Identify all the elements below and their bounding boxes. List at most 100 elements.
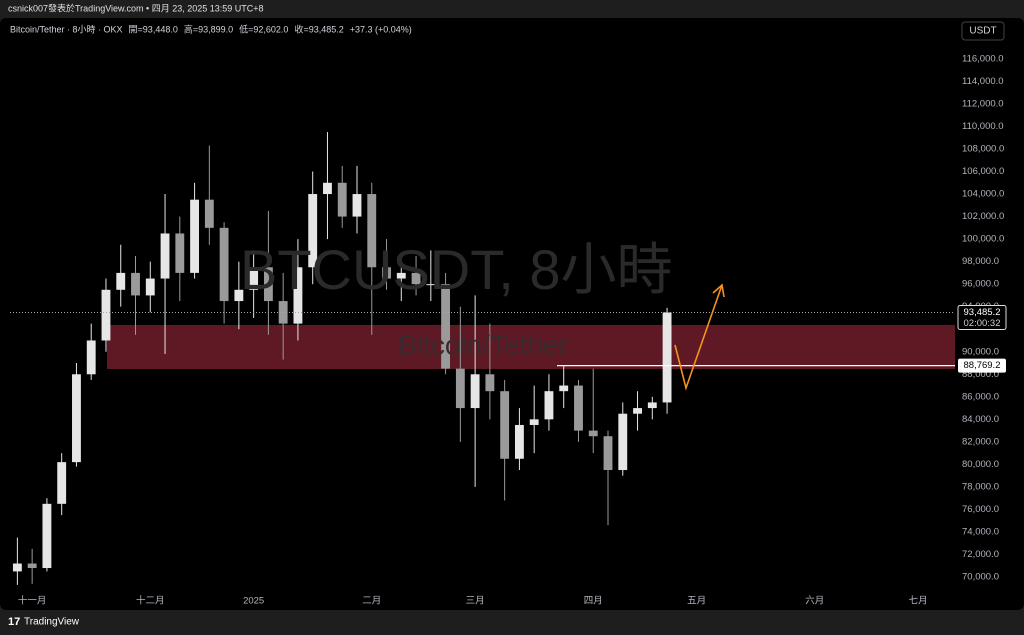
- zone: [107, 324, 955, 369]
- footer-logo: 17: [8, 616, 20, 628]
- candle-body: [514, 424, 524, 459]
- candle-body: [441, 284, 451, 369]
- candle-body: [559, 385, 569, 392]
- candle-body: [470, 374, 480, 409]
- currency-label: USDT: [969, 26, 996, 37]
- candle-body: [308, 194, 318, 268]
- candle-body: [27, 563, 37, 569]
- chart-panel: [0, 18, 1024, 610]
- y-tick-label: 80,000.0: [962, 459, 999, 470]
- candle-body: [86, 340, 96, 375]
- header-text: csnick007發表於TradingView.com • 四月 23, 202…: [8, 2, 264, 13]
- candle-body: [190, 199, 199, 273]
- x-tick-label: 三月: [466, 596, 485, 607]
- y-tick-label: 72,000.0: [962, 549, 999, 560]
- y-tick-label: 100,000.0: [962, 234, 1004, 245]
- legend-item: 開=93,448.0: [129, 24, 178, 34]
- candle-body: [145, 278, 155, 296]
- x-tick-label: 十二月: [136, 595, 165, 607]
- candle-body: [337, 182, 347, 217]
- candle-body: [101, 289, 111, 341]
- y-tick-label: 78,000.0: [962, 481, 999, 492]
- x-tick-label: 四月: [584, 596, 603, 607]
- candle-body: [633, 408, 642, 414]
- y-tick-label: 112,000.0: [962, 98, 1004, 109]
- countdown: 02:00:32: [964, 318, 1001, 329]
- y-tick-label: 84,000.0: [962, 414, 999, 425]
- watermark-title: BTCUSDT, 8小時: [240, 238, 673, 301]
- candle-body: [603, 436, 613, 471]
- candle-body: [588, 430, 598, 437]
- y-tick-label: 116,000.0: [962, 53, 1004, 64]
- candle-body: [367, 194, 377, 268]
- candle-body: [234, 289, 244, 302]
- arrow-head: [712, 283, 725, 298]
- candle-body: [396, 272, 406, 279]
- candle-body: [160, 233, 170, 279]
- y-tick-label: 102,000.0: [962, 211, 1004, 222]
- candle-body: [263, 267, 273, 302]
- legend-item: 收=93,485.2: [294, 23, 343, 34]
- candle-body: [131, 272, 140, 296]
- arrow-path: [674, 284, 723, 391]
- y-tick-label: 86,000.0: [962, 391, 999, 402]
- candle-body: [204, 199, 214, 228]
- candle-body: [352, 194, 362, 217]
- y-tick-label: 104,000.0: [962, 189, 1004, 200]
- plot: [10, 132, 955, 585]
- y-tick-label: 88,000.0: [962, 369, 999, 380]
- candle-body: [175, 233, 185, 273]
- y-tick-label: 114,000.0: [962, 76, 1004, 87]
- level-label: 88,769.2: [964, 360, 1001, 371]
- x-tick-label: 六月: [805, 595, 824, 607]
- candle-body: [249, 267, 259, 290]
- candle-body: [485, 374, 495, 392]
- y-tick-label: 74,000.0: [962, 527, 999, 538]
- candle-body: [57, 462, 67, 504]
- logo-mark: 17: [8, 616, 20, 628]
- candle-body: [618, 413, 628, 471]
- level-label-box: [958, 358, 1006, 373]
- y-tick-label: 96,000.0: [962, 279, 999, 290]
- y-tick-label: 108,000.0: [962, 143, 1004, 154]
- candle-body: [323, 182, 332, 195]
- x-tick-label: 二月: [362, 596, 381, 607]
- candle-body: [455, 368, 465, 409]
- candle-body: [544, 391, 554, 420]
- candle-body: [219, 227, 229, 302]
- y-tick-label: 90,000.0: [962, 346, 999, 357]
- candle-body: [42, 503, 52, 569]
- candle-body: [12, 563, 22, 572]
- last-price-label: 93,485.2: [964, 307, 1001, 318]
- legend-symbol: Bitcoin/Tether · 8小時 · OKX: [10, 24, 123, 34]
- footer-brand: TradingView: [24, 617, 80, 628]
- candle-body: [293, 267, 303, 324]
- candle-body: [662, 312, 672, 403]
- candle-body: [382, 267, 391, 279]
- y-tick-label: 106,000.0: [962, 166, 1004, 177]
- y-tick-label: 98,000.0: [962, 256, 999, 267]
- x-tick-label: 2025: [243, 596, 264, 607]
- y-tick-label: 82,000.0: [962, 436, 999, 447]
- legend-item: 高=93,899.0: [184, 23, 233, 34]
- y-tick-label: 76,000.0: [962, 504, 999, 515]
- candle-body: [529, 419, 539, 425]
- legend-item: +37.3 (+0.04%): [350, 24, 412, 34]
- candle-body: [116, 272, 126, 290]
- candle-body: [72, 374, 81, 463]
- candle-body: [647, 402, 657, 409]
- candle-body: [426, 284, 436, 286]
- y-tick-label: 70,000.0: [962, 572, 999, 583]
- x-tick-label: 十一月: [18, 595, 47, 607]
- candle-body: [500, 391, 510, 459]
- x-tick-label: 七月: [909, 596, 928, 607]
- currency-button[interactable]: [961, 21, 1005, 41]
- legend-item: 低=92,602.0: [239, 23, 288, 34]
- x-tick-label: 五月: [687, 596, 706, 607]
- y-tick-label: 110,000.0: [962, 121, 1004, 132]
- annotation-arrow: [674, 283, 725, 391]
- watermark-subtitle: Bitcoin/Tether: [398, 329, 568, 360]
- candle-body: [411, 272, 421, 285]
- last-price-box: [957, 304, 1007, 330]
